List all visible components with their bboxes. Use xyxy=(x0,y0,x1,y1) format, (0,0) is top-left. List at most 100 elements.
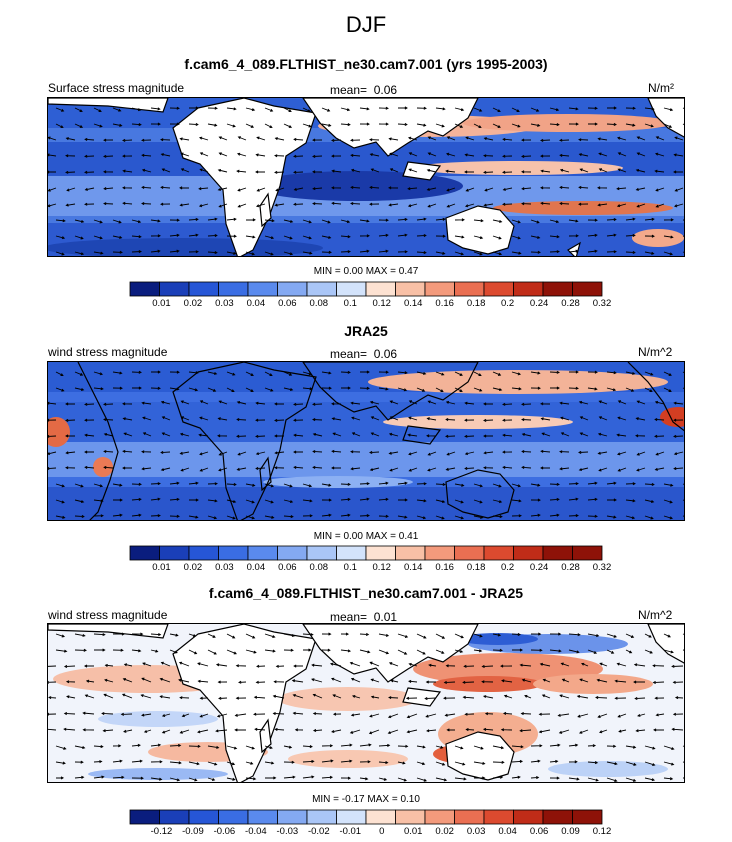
colorbar-tick: 0.28 xyxy=(561,562,580,573)
wind-vector xyxy=(122,186,133,190)
wind-vector xyxy=(234,728,247,732)
wind-vector xyxy=(74,633,86,637)
wind-vector xyxy=(663,745,675,751)
wind-vector xyxy=(674,136,684,141)
wind-vector xyxy=(150,249,161,253)
wind-vector xyxy=(302,499,313,503)
wind-vector xyxy=(198,136,209,141)
wind-vector xyxy=(398,498,408,502)
wind-vector xyxy=(369,202,380,206)
wind-vector xyxy=(587,218,598,222)
wind-vector xyxy=(274,434,284,438)
wind-vector xyxy=(445,169,456,173)
wind-vector xyxy=(236,169,247,173)
colorbar-tick: 0.12 xyxy=(372,562,391,573)
colorbar-bin xyxy=(424,809,455,825)
wind-vector xyxy=(435,371,445,376)
wind-vector xyxy=(55,761,66,765)
wind-vector xyxy=(207,217,218,221)
wind-vector xyxy=(359,777,369,781)
colorbar-tick: 0.06 xyxy=(529,826,549,837)
wind-vector xyxy=(560,416,570,421)
wind-vector xyxy=(302,251,313,255)
wind-vector xyxy=(321,123,332,127)
wind-vector xyxy=(587,370,598,374)
panel-1-map xyxy=(47,97,685,257)
colorbar-bin xyxy=(454,545,485,561)
wind-vector xyxy=(255,434,266,438)
colorbar-tick: 0.12 xyxy=(372,298,391,309)
wind-vector xyxy=(103,693,114,699)
wind-vector xyxy=(378,387,389,391)
wind-vector xyxy=(616,187,627,191)
wind-vector xyxy=(549,107,560,112)
wind-vector xyxy=(141,677,152,683)
wind-vector xyxy=(340,513,351,517)
wind-vector xyxy=(48,665,57,667)
colorbar-tick: 0.14 xyxy=(403,562,423,573)
wind-vector xyxy=(530,371,541,375)
wind-vector xyxy=(84,154,95,158)
wind-vector xyxy=(331,201,342,205)
wind-vector xyxy=(521,154,532,159)
wind-vector xyxy=(48,203,57,208)
wind-vector xyxy=(150,234,161,238)
wind-vector xyxy=(388,696,399,700)
colorbar-bin xyxy=(395,281,426,297)
colorbar-tick: 0.16 xyxy=(435,562,454,573)
wind-vector xyxy=(502,711,513,715)
wind-vector xyxy=(331,417,342,421)
wind-vector xyxy=(492,745,505,750)
wind-vector xyxy=(492,123,501,128)
wind-vector xyxy=(112,483,123,487)
wind-vector xyxy=(568,633,581,637)
wind-vector xyxy=(473,499,483,504)
wind-vector xyxy=(283,760,295,764)
wind-vector xyxy=(559,138,570,142)
wind-vector xyxy=(207,123,218,127)
wind-vector xyxy=(416,649,426,655)
wind-vector xyxy=(519,729,532,733)
wind-vector xyxy=(74,514,85,519)
panel-1-title: f.cam6_4_089.FLTHIST_ne30.cam7.001 (yrs … xyxy=(184,56,548,72)
wind-vector xyxy=(264,123,273,129)
wind-vector xyxy=(122,201,133,205)
colorbar-bin xyxy=(188,809,219,825)
wind-vector xyxy=(444,713,456,717)
wind-vector xyxy=(416,123,427,127)
wind-vector xyxy=(530,386,541,390)
wind-vector xyxy=(103,138,114,142)
wind-vector xyxy=(253,695,266,699)
wind-vector xyxy=(635,168,646,173)
wind-vector xyxy=(388,137,399,141)
wind-vector xyxy=(340,370,351,374)
wind-vector xyxy=(122,154,133,158)
wind-vector xyxy=(653,728,665,732)
wind-vector xyxy=(560,662,570,667)
wind-vector xyxy=(273,680,285,684)
panel-1-variable-label: Surface stress magnitude xyxy=(48,81,185,95)
wind-vector xyxy=(654,417,665,422)
wind-vector xyxy=(275,187,285,192)
wind-vector xyxy=(131,743,141,747)
wind-vector xyxy=(568,249,579,253)
wind-vector xyxy=(331,169,342,173)
wind-vector xyxy=(673,434,684,438)
wind-vector xyxy=(321,632,332,636)
wind-vector xyxy=(559,185,570,189)
wind-vector xyxy=(142,662,152,667)
wind-vector xyxy=(226,107,237,111)
colorbar-bin xyxy=(306,281,337,297)
colorbar-tick: 0.16 xyxy=(435,298,454,309)
wind-vector xyxy=(226,387,235,392)
wind-vector xyxy=(340,219,351,224)
wind-vector xyxy=(197,662,209,667)
wind-vector xyxy=(587,514,598,518)
wind-vector xyxy=(633,663,646,667)
wind-vector xyxy=(644,107,655,111)
wind-vector xyxy=(644,649,653,654)
wind-vector xyxy=(561,678,570,683)
colorbar-bin xyxy=(218,809,249,825)
wind-vector xyxy=(416,745,426,749)
wind-vector xyxy=(454,371,463,376)
